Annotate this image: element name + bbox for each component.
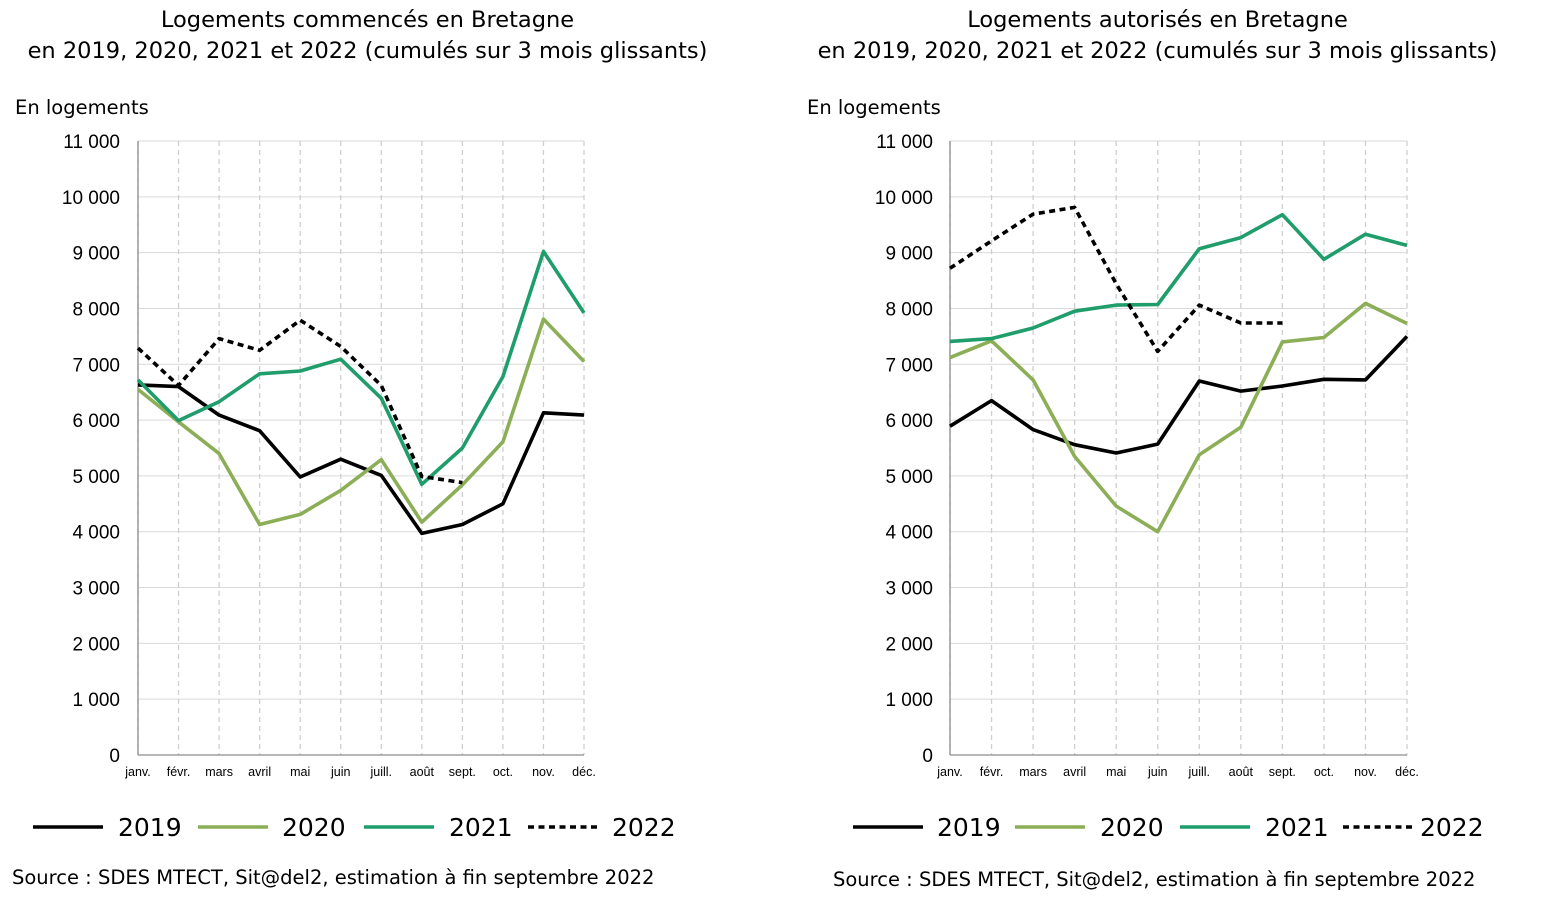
- y-tick-label: 4 000: [72, 523, 120, 544]
- x-tick-label: août: [410, 765, 435, 779]
- y-tick-label: 7 000: [72, 355, 120, 376]
- y-tick-label: 6 000: [885, 411, 933, 432]
- x-tick-label: nov.: [532, 765, 555, 779]
- x-tick-label: juill.: [1187, 765, 1210, 779]
- series-line-2019: [137, 383, 585, 536]
- x-tick-label: mars: [1019, 765, 1047, 779]
- x-tick-label: sept.: [1269, 765, 1296, 779]
- x-tick-label: mai: [1106, 765, 1126, 779]
- y-tick-label: 0: [922, 746, 933, 767]
- y-tick-label: 1 000: [885, 690, 933, 711]
- chart-subtitle: en 2019, 2020, 2021 et 2022 (cumulés sur…: [817, 38, 1498, 64]
- legend-label-2019: 2019: [118, 813, 182, 842]
- y-tick-label: 7 000: [885, 355, 933, 376]
- source-note: Source : SDES MTECT, Sit@del2, estimatio…: [833, 868, 1476, 891]
- y-axis-unit-label: En logements: [15, 96, 149, 119]
- series-line-2022: [136, 318, 463, 485]
- y-tick-label: 10 000: [62, 188, 120, 209]
- series-line-2019: [949, 335, 1409, 455]
- y-tick-label: 5 000: [885, 467, 933, 488]
- legend-label-2021: 2021: [1265, 813, 1329, 842]
- y-tick-label: 9 000: [885, 244, 933, 265]
- x-tick-label: juill.: [369, 765, 392, 779]
- series-line-2020: [136, 317, 586, 527]
- y-tick-label: 4 000: [885, 523, 933, 544]
- y-tick-label: 3 000: [72, 579, 120, 600]
- x-tick-label: mai: [290, 765, 310, 779]
- x-tick-label: juin: [330, 765, 351, 779]
- chart-title-line1: Logements autorisés en Bretagne: [967, 7, 1348, 33]
- x-tick-label: févr.: [167, 765, 191, 779]
- series-line-2022: [949, 205, 1283, 354]
- legend-label-2019: 2019: [937, 813, 1001, 842]
- x-tick-label: oct.: [1314, 765, 1334, 779]
- line-chart-commences: 0 1 000 2 000 3 000 4 000 5 000 6 000 7 000 8 00…: [33, 132, 676, 842]
- x-tick-label: janv.: [124, 765, 150, 779]
- y-tick-label: 11 000: [63, 132, 120, 153]
- y-tick-label: 1 000: [72, 690, 120, 711]
- legend-label-2021: 2021: [449, 813, 513, 842]
- chart-title-line1: Logements commencés en Bretagne: [160, 7, 575, 33]
- chart-title: Logements commencés en Bretagne en 2019,…: [0, 5, 735, 67]
- legend-label-2022: 2022: [612, 813, 676, 842]
- y-tick-label: 6 000: [72, 411, 120, 432]
- y-tick-label: 5 000: [72, 467, 120, 488]
- x-tick-label: févr.: [980, 765, 1004, 779]
- chart-subtitle: en 2019, 2020, 2021 et 2022 (cumulés sur…: [27, 38, 708, 64]
- series-line-2021: [136, 249, 586, 487]
- x-tick-label: oct.: [493, 765, 513, 779]
- series-line-2020: [949, 301, 1408, 534]
- x-tick-label: janv.: [936, 765, 962, 779]
- y-tick-label: 9 000: [72, 244, 120, 265]
- y-tick-label: 8 000: [885, 299, 933, 320]
- x-tick-label: déc.: [572, 765, 596, 779]
- y-tick-label: 2 000: [72, 634, 120, 655]
- x-tick-label: nov.: [1354, 765, 1377, 779]
- chart-panel-commences: Logements commencés en Bretagne en 2019,…: [0, 5, 735, 889]
- x-tick-label: avril: [248, 765, 271, 779]
- y-tick-label: 2 000: [885, 634, 933, 655]
- y-tick-label: 11 000: [876, 132, 933, 153]
- legend-label-2022: 2022: [1420, 813, 1484, 842]
- x-tick-label: sept.: [449, 765, 476, 779]
- y-tick-label: 3 000: [885, 579, 933, 600]
- chart-panel-autorises: Logements autorisés en Bretagne en 2019,…: [790, 0, 1555, 908]
- x-tick-label: avril: [1063, 765, 1086, 779]
- x-tick-label: déc.: [1395, 765, 1419, 779]
- legend-label-2020: 2020: [1100, 813, 1164, 842]
- series-line-2021: [949, 212, 1408, 344]
- y-axis-unit-label: En logements: [807, 96, 941, 119]
- y-tick-label: 0: [109, 746, 120, 767]
- source-note: Source : SDES MTECT, Sit@del2, estimatio…: [12, 866, 655, 889]
- x-tick-label: août: [1229, 765, 1254, 779]
- y-tick-label: 10 000: [875, 188, 933, 209]
- x-tick-label: juin: [1147, 765, 1168, 779]
- y-tick-label: 8 000: [72, 299, 120, 320]
- x-tick-label: mars: [205, 765, 233, 779]
- legend-label-2020: 2020: [282, 813, 346, 842]
- chart-title: Logements autorisés en Bretagne en 2019,…: [790, 5, 1525, 67]
- line-chart-autorises: 0 1 000 2 000 3 000 4 000 5 000 6 000 7 000 8 00…: [853, 132, 1484, 842]
